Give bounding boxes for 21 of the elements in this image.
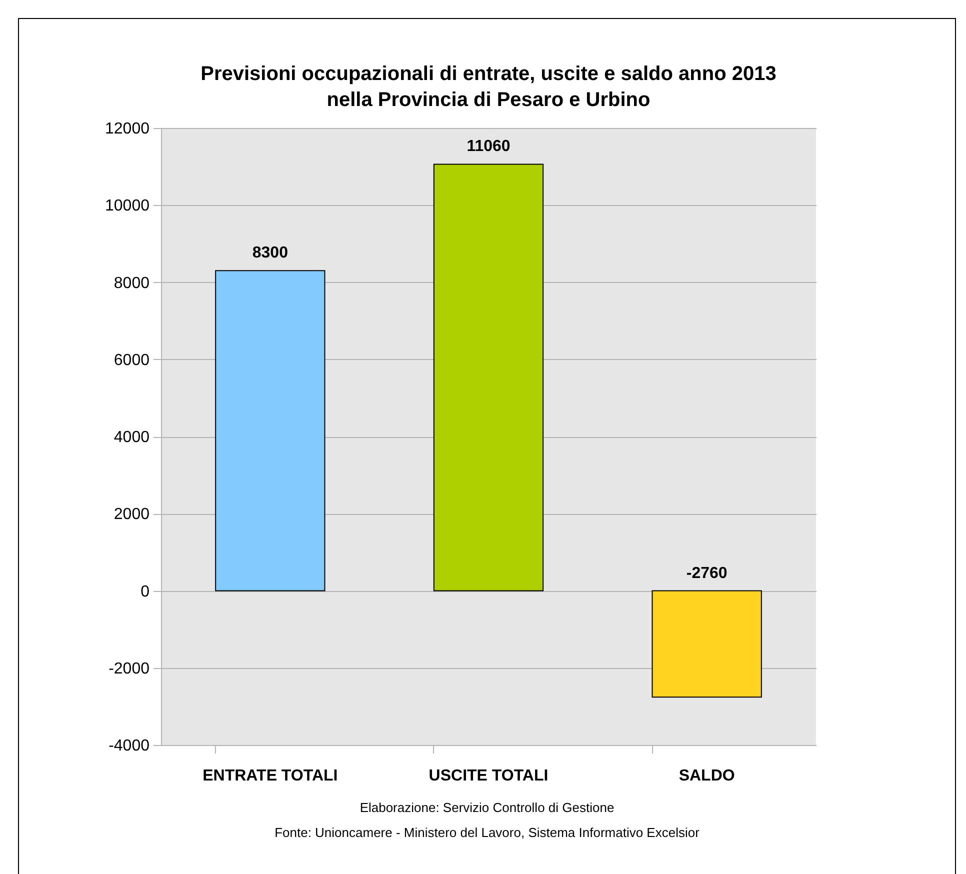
x-tick-label: ENTRATE TOTALI [202,768,338,784]
bar [433,164,544,592]
bar [215,270,326,592]
source-note: Fonte: Unioncamere - Ministero del Lavoro, Sistema Informativo Excelsior [274,824,700,842]
bar [652,590,762,698]
text: Elaborazione: Servizio Controllo di Gestione [358,799,616,817]
data-label: -2760 [686,564,728,582]
y-tick-label: 8000 [114,274,150,292]
chart-title: Previsioni occupazionali di entrate, uscite e saldo anno 2013 nella Provincia di Pesaro e Urbino [200,63,776,111]
y-tick-label: 12000 [105,120,150,138]
x-tick-label: USCITE TOTALI [428,768,548,784]
data-label: 11060 [466,138,510,156]
y-tick-label: 6000 [114,352,150,369]
y-tick-label: -4000 [108,738,150,754]
y-tick-label: -2000 [108,660,150,678]
y-tick-label: 10000 [105,198,150,215]
x-tick-label: SALDO [678,768,735,784]
y-tick-label: 4000 [114,429,150,446]
y-tick-label: 2000 [114,506,150,524]
data-label: 8300 [252,244,288,262]
y-tick-label: 0 [140,583,150,600]
